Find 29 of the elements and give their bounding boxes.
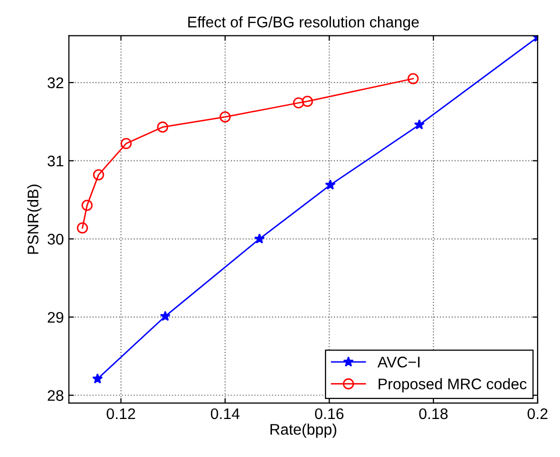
- point: [220, 111, 231, 123]
- y-tick-label: 31: [48, 156, 64, 166]
- point: [254, 233, 265, 244]
- y-tick-label: 30: [48, 234, 64, 245]
- legend-label: Proposed MRC codec: [378, 378, 527, 392]
- point: [93, 169, 104, 180]
- point: [82, 200, 93, 211]
- y-tick-label: 28: [48, 390, 64, 401]
- point: [92, 373, 103, 384]
- point: [160, 310, 171, 321]
- x-tick-label: 0.18: [419, 408, 448, 420]
- y-tick-label: 29: [48, 312, 64, 323]
- point: [325, 179, 336, 190]
- chart-title: Effect of FG/BG resolution change: [188, 16, 419, 30]
- point: [76, 222, 88, 234]
- point: [408, 73, 419, 84]
- point: [292, 97, 304, 108]
- y-tick-label: 32: [48, 77, 64, 88]
- point: [302, 96, 313, 107]
- point: [157, 122, 168, 133]
- legend-label: AVC−I: [377, 356, 420, 368]
- x-tick-label: 0.2: [528, 408, 548, 420]
- x-axis-title: Rate(bpp): [270, 424, 336, 438]
- x-tick-label: 0.16: [315, 408, 344, 420]
- y-axis-title: PSNR(dB): [27, 184, 42, 254]
- point: [120, 138, 132, 150]
- x-tick-label: 0.14: [210, 408, 240, 420]
- x-tick-label: 0.12: [106, 408, 136, 420]
- point: [414, 119, 425, 130]
